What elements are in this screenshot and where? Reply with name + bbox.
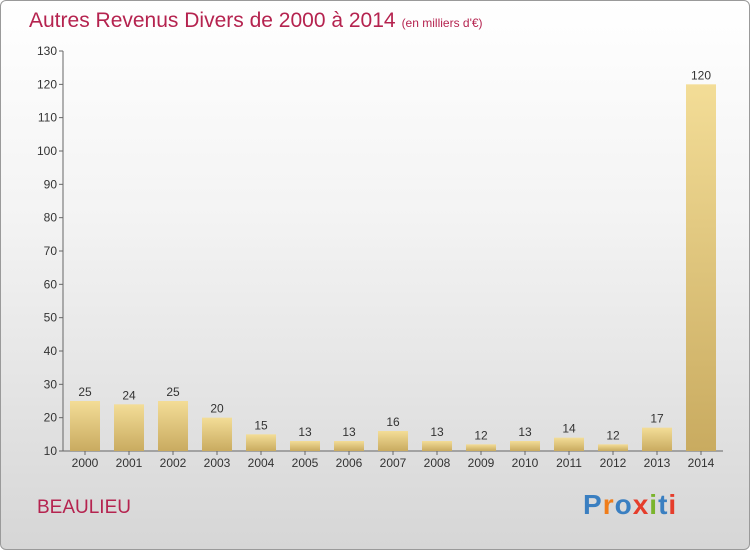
bar: [114, 404, 144, 451]
proxiti-logo: Proxiti: [583, 489, 677, 521]
x-tick-label: 2003: [204, 456, 231, 470]
chart-title: Autres Revenus Divers de 2000 à 2014 (en …: [29, 9, 483, 33]
bar: [246, 434, 276, 451]
y-tick-label: 10: [44, 444, 58, 458]
bar-value-label: 120: [691, 68, 711, 82]
bar: [202, 417, 232, 451]
y-tick-label: 70: [44, 244, 58, 258]
x-tick-label: 2008: [424, 456, 451, 470]
y-tick-label: 130: [37, 44, 57, 58]
x-tick-label: 2000: [72, 456, 99, 470]
x-tick-label: 2006: [336, 456, 363, 470]
logo-letter: i: [649, 489, 659, 520]
x-tick-label: 2012: [600, 456, 627, 470]
bar: [686, 84, 716, 451]
bar-value-label: 16: [386, 415, 400, 429]
bar-value-label: 12: [474, 428, 488, 442]
y-tick-label: 60: [44, 277, 58, 291]
bar-value-label: 24: [122, 388, 136, 402]
y-tick-label: 120: [37, 77, 57, 91]
x-tick-label: 2013: [644, 456, 671, 470]
bar: [466, 444, 496, 451]
logo-letter: o: [614, 489, 633, 520]
bar-value-label: 20: [210, 402, 224, 416]
y-tick-label: 40: [44, 344, 58, 358]
bar-value-label: 13: [430, 425, 444, 439]
bar: [70, 401, 100, 451]
bar-value-label: 13: [342, 425, 356, 439]
bar-value-label: 17: [650, 412, 664, 426]
bar-value-label: 25: [166, 385, 180, 399]
bar: [422, 441, 452, 451]
y-tick-label: 80: [44, 211, 58, 225]
bar: [642, 427, 672, 451]
bar-value-label: 13: [298, 425, 312, 439]
y-tick-label: 20: [44, 411, 58, 425]
x-tick-label: 2002: [160, 456, 187, 470]
bar: [290, 441, 320, 451]
x-tick-label: 2014: [688, 456, 715, 470]
bar-value-label: 25: [78, 385, 92, 399]
bar: [554, 437, 584, 451]
bar: [158, 401, 188, 451]
bar: [510, 441, 540, 451]
x-tick-label: 2001: [116, 456, 143, 470]
y-tick-label: 50: [44, 311, 58, 325]
x-tick-label: 2010: [512, 456, 539, 470]
logo-letter: P: [583, 489, 603, 520]
x-tick-label: 2011: [556, 456, 582, 470]
bar-value-label: 15: [254, 418, 268, 432]
location-label: BEAULIEU: [37, 497, 131, 518]
x-tick-label: 2009: [468, 456, 495, 470]
bar-value-label: 12: [606, 428, 620, 442]
y-tick-label: 30: [44, 377, 58, 391]
logo-letter: t: [658, 489, 669, 520]
x-tick-label: 2007: [380, 456, 407, 470]
y-tick-label: 110: [38, 111, 57, 125]
y-tick-label: 90: [44, 177, 58, 191]
unit-label: (en milliers d'€): [401, 16, 483, 30]
bar: [378, 431, 408, 451]
x-tick-label: 2005: [292, 456, 319, 470]
title-text: Autres Revenus Divers de 2000 à 2014: [29, 9, 396, 32]
bar-value-label: 13: [518, 425, 532, 439]
x-tick-label: 2004: [248, 456, 275, 470]
bar-value-label: 14: [562, 422, 576, 436]
bar: [334, 441, 364, 451]
logo-letter: x: [632, 489, 650, 520]
logo-letter: i: [668, 489, 678, 520]
logo-letter: r: [602, 489, 615, 520]
y-tick-label: 100: [37, 144, 57, 158]
bars: 25 24 25 20 15 13 13 16 13 12 13 14 12 17 120: [70, 68, 716, 451]
bar: [598, 444, 628, 451]
